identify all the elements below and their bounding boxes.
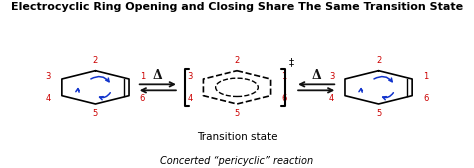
Text: 1: 1 — [140, 72, 145, 81]
Text: 2: 2 — [234, 56, 240, 65]
Text: ‡: ‡ — [289, 57, 294, 67]
Text: 4: 4 — [329, 94, 334, 103]
Text: 3: 3 — [46, 72, 51, 81]
Text: 1: 1 — [423, 72, 428, 81]
Text: 4: 4 — [46, 94, 51, 103]
Text: 4: 4 — [187, 94, 192, 103]
Text: Transition state: Transition state — [197, 132, 277, 142]
Text: 3: 3 — [329, 72, 334, 81]
Text: 2: 2 — [93, 56, 98, 65]
Text: 2: 2 — [376, 56, 381, 65]
Text: 6: 6 — [423, 94, 428, 103]
Text: 5: 5 — [376, 109, 381, 118]
Text: 6: 6 — [140, 94, 145, 103]
Text: Δ: Δ — [153, 69, 163, 82]
Text: 1: 1 — [282, 72, 287, 81]
Text: Concerted “pericyclic” reaction: Concerted “pericyclic” reaction — [160, 156, 314, 166]
Text: 6: 6 — [282, 94, 287, 103]
Text: 3: 3 — [187, 72, 192, 81]
Text: Δ: Δ — [311, 69, 321, 82]
Text: Electrocyclic Ring Opening and Closing Share The Same Transition State: Electrocyclic Ring Opening and Closing S… — [11, 2, 463, 12]
Text: 5: 5 — [93, 109, 98, 118]
Text: 5: 5 — [234, 109, 240, 118]
